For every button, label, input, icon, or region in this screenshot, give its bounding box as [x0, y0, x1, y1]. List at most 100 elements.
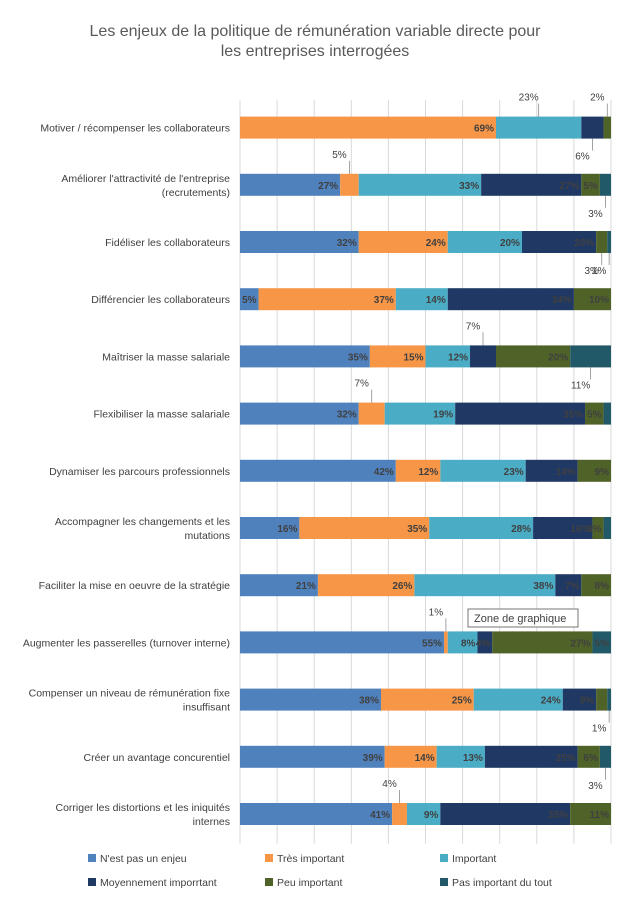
- data-label: 34%: [552, 295, 572, 306]
- bar-segment: [358, 402, 385, 425]
- legend-label: Moyennement imporrtant: [100, 877, 217, 889]
- bar-segment: [240, 745, 385, 768]
- bar-segment: [447, 631, 478, 654]
- data-labels: 69%23%6%2%27%5%33% 27% 5%3%32% 24% 20% 20%3%1…: [242, 93, 610, 821]
- data-label: 38%: [359, 696, 379, 707]
- data-label: 20%: [548, 352, 568, 363]
- data-label: 27%: [318, 181, 338, 192]
- data-label: 6%: [583, 753, 598, 764]
- category-label: Faciliter la mise en oeuvre de la straté…: [39, 580, 231, 592]
- data-label: 32%: [337, 238, 357, 249]
- category-label: internes: [193, 816, 230, 828]
- bar-segment: [470, 345, 496, 368]
- bar-segment: [240, 688, 381, 711]
- data-label: 39%: [363, 753, 383, 764]
- data-label: 9%: [580, 696, 595, 707]
- legend-swatch: [88, 878, 96, 886]
- data-label: 12%: [418, 467, 438, 478]
- data-label: 7%: [466, 321, 481, 332]
- data-label: 16%: [277, 524, 297, 535]
- data-label: 5%: [332, 150, 347, 161]
- bar-segment: [395, 459, 441, 482]
- data-label: 3%: [588, 209, 603, 220]
- data-label: 16%: [570, 524, 590, 535]
- legend-label: Très important: [277, 853, 344, 865]
- bar-segment: [603, 517, 611, 539]
- bar-segment: [240, 803, 393, 825]
- bar-segment: [392, 803, 407, 825]
- data-label: 14%: [415, 753, 435, 764]
- data-label: 14%: [556, 467, 576, 478]
- data-label: 24%: [541, 696, 561, 707]
- data-label: 11%: [590, 810, 610, 821]
- bar-segment: [495, 345, 571, 368]
- data-label: 1%: [592, 266, 607, 277]
- data-label: 10%: [589, 295, 609, 306]
- data-label: 15%: [403, 352, 423, 363]
- bar-segment: [240, 288, 259, 311]
- bar-segment: [607, 688, 611, 711]
- bar-segment: [603, 116, 611, 139]
- bar-segment: [533, 517, 593, 539]
- bar-segment: [599, 173, 611, 196]
- bar-segment: [577, 459, 611, 482]
- bar-segment: [414, 574, 556, 597]
- category-label: Améliorer l'attractivité de l'entreprise: [61, 173, 230, 185]
- bar-segment: [299, 517, 430, 539]
- data-label: 37%: [374, 295, 394, 306]
- category-labels: Motiver / récompenser les collaborateurs…: [23, 123, 230, 828]
- data-label: 42%: [374, 467, 394, 478]
- bar-segment: [592, 517, 604, 539]
- bar-segment: [577, 745, 600, 768]
- bar-segment: [484, 745, 578, 768]
- bar-segment: [240, 173, 341, 196]
- bar-segment: [240, 402, 359, 425]
- data-label: 23%: [504, 467, 524, 478]
- category-label: Accompagner les changements et les: [55, 516, 230, 528]
- bar-segment: [240, 231, 359, 253]
- data-label: 24%: [426, 238, 446, 249]
- bar-segment: [358, 231, 448, 253]
- legend: N'est pas un enjeu Très important Importan…: [88, 853, 552, 889]
- bar-segment: [599, 745, 611, 768]
- chart-area-tooltip: Zone de graphique: [467, 608, 579, 628]
- data-label: 3%: [584, 266, 599, 277]
- bar-segment: [570, 803, 611, 825]
- category-label: (recrutements): [162, 187, 230, 199]
- bar-segment: [447, 288, 574, 311]
- bar-segment: [384, 402, 456, 425]
- legend-label: Peu important: [277, 877, 342, 889]
- legend-swatch: [265, 854, 273, 862]
- bar-segment: [384, 745, 437, 768]
- data-label: 38%: [533, 581, 553, 592]
- category-label: Augmenter les passerelles (turnover inte…: [23, 637, 230, 649]
- legend-swatch: [88, 854, 96, 862]
- data-label: 12%: [448, 352, 468, 363]
- data-label: 11%: [571, 380, 590, 391]
- data-label: 23%: [519, 93, 539, 104]
- bar-segment: [429, 517, 534, 539]
- data-label: 27%: [570, 638, 590, 649]
- legend-label: N'est pas un enjeu: [100, 853, 187, 865]
- bar-segment: [380, 688, 474, 711]
- bar-segment: [581, 116, 604, 139]
- data-label: 1%: [429, 607, 444, 618]
- tooltip-text: Zone de graphique: [474, 613, 566, 625]
- data-label: 25%: [452, 696, 472, 707]
- data-label: 5%: [595, 638, 610, 649]
- data-label: 4%: [382, 779, 397, 790]
- bar-segment: [406, 803, 441, 825]
- data-label: 8%: [461, 638, 476, 649]
- category-label: Dynamiser les parcours professionnels: [49, 466, 230, 478]
- data-label: 19%: [433, 410, 453, 421]
- bar-segment: [444, 631, 448, 654]
- bar-segment: [570, 345, 611, 368]
- bar-segment: [573, 288, 611, 311]
- bar-segment: [581, 574, 611, 597]
- bar-segment: [525, 459, 578, 482]
- bar-segment: [581, 173, 600, 196]
- bar-segment: [596, 688, 608, 711]
- bar-segment: [477, 631, 493, 654]
- data-label: 5%: [587, 410, 602, 421]
- bars: [240, 116, 611, 825]
